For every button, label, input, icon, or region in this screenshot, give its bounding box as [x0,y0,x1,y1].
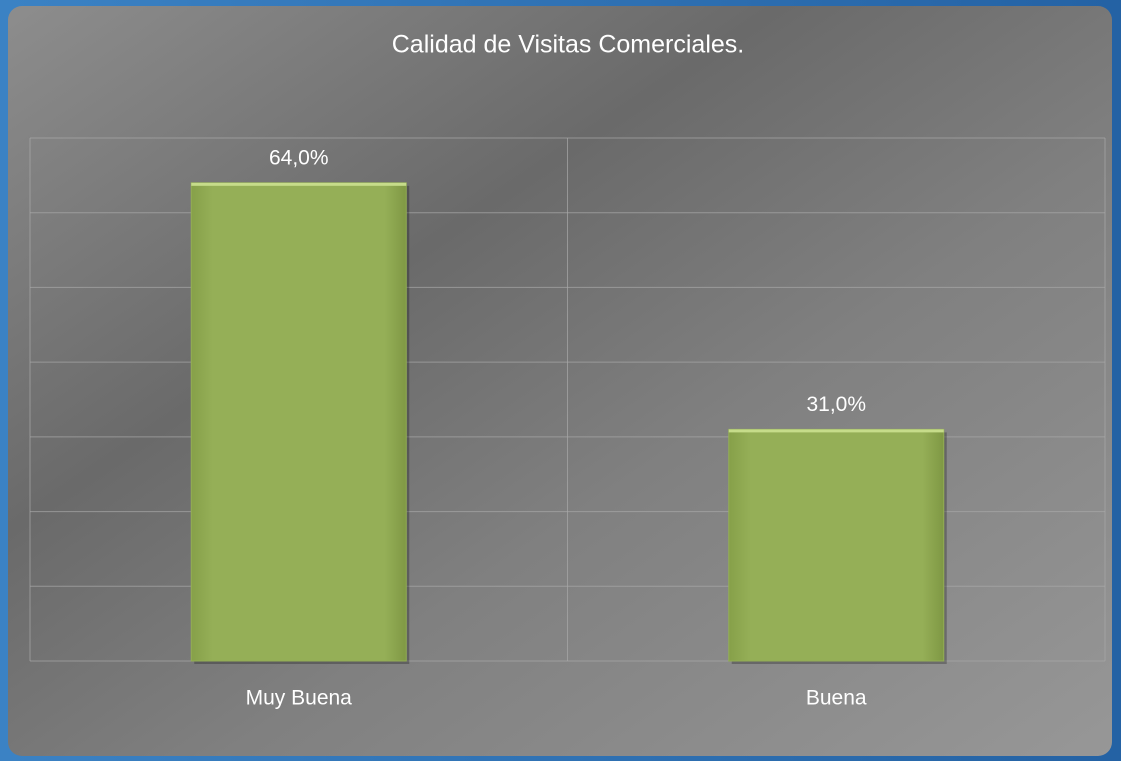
bar [190,182,407,662]
data-label: 31,0% [806,393,866,416]
x-tick-label: Buena [806,687,867,710]
data-label: 64,0% [269,146,329,169]
bar [728,428,945,662]
bar-highlight [191,182,407,186]
x-tick-label: Muy Buena [246,687,353,710]
bar-highlight [728,429,944,433]
chart-title: Calidad de Visitas Comerciales. [392,31,744,59]
